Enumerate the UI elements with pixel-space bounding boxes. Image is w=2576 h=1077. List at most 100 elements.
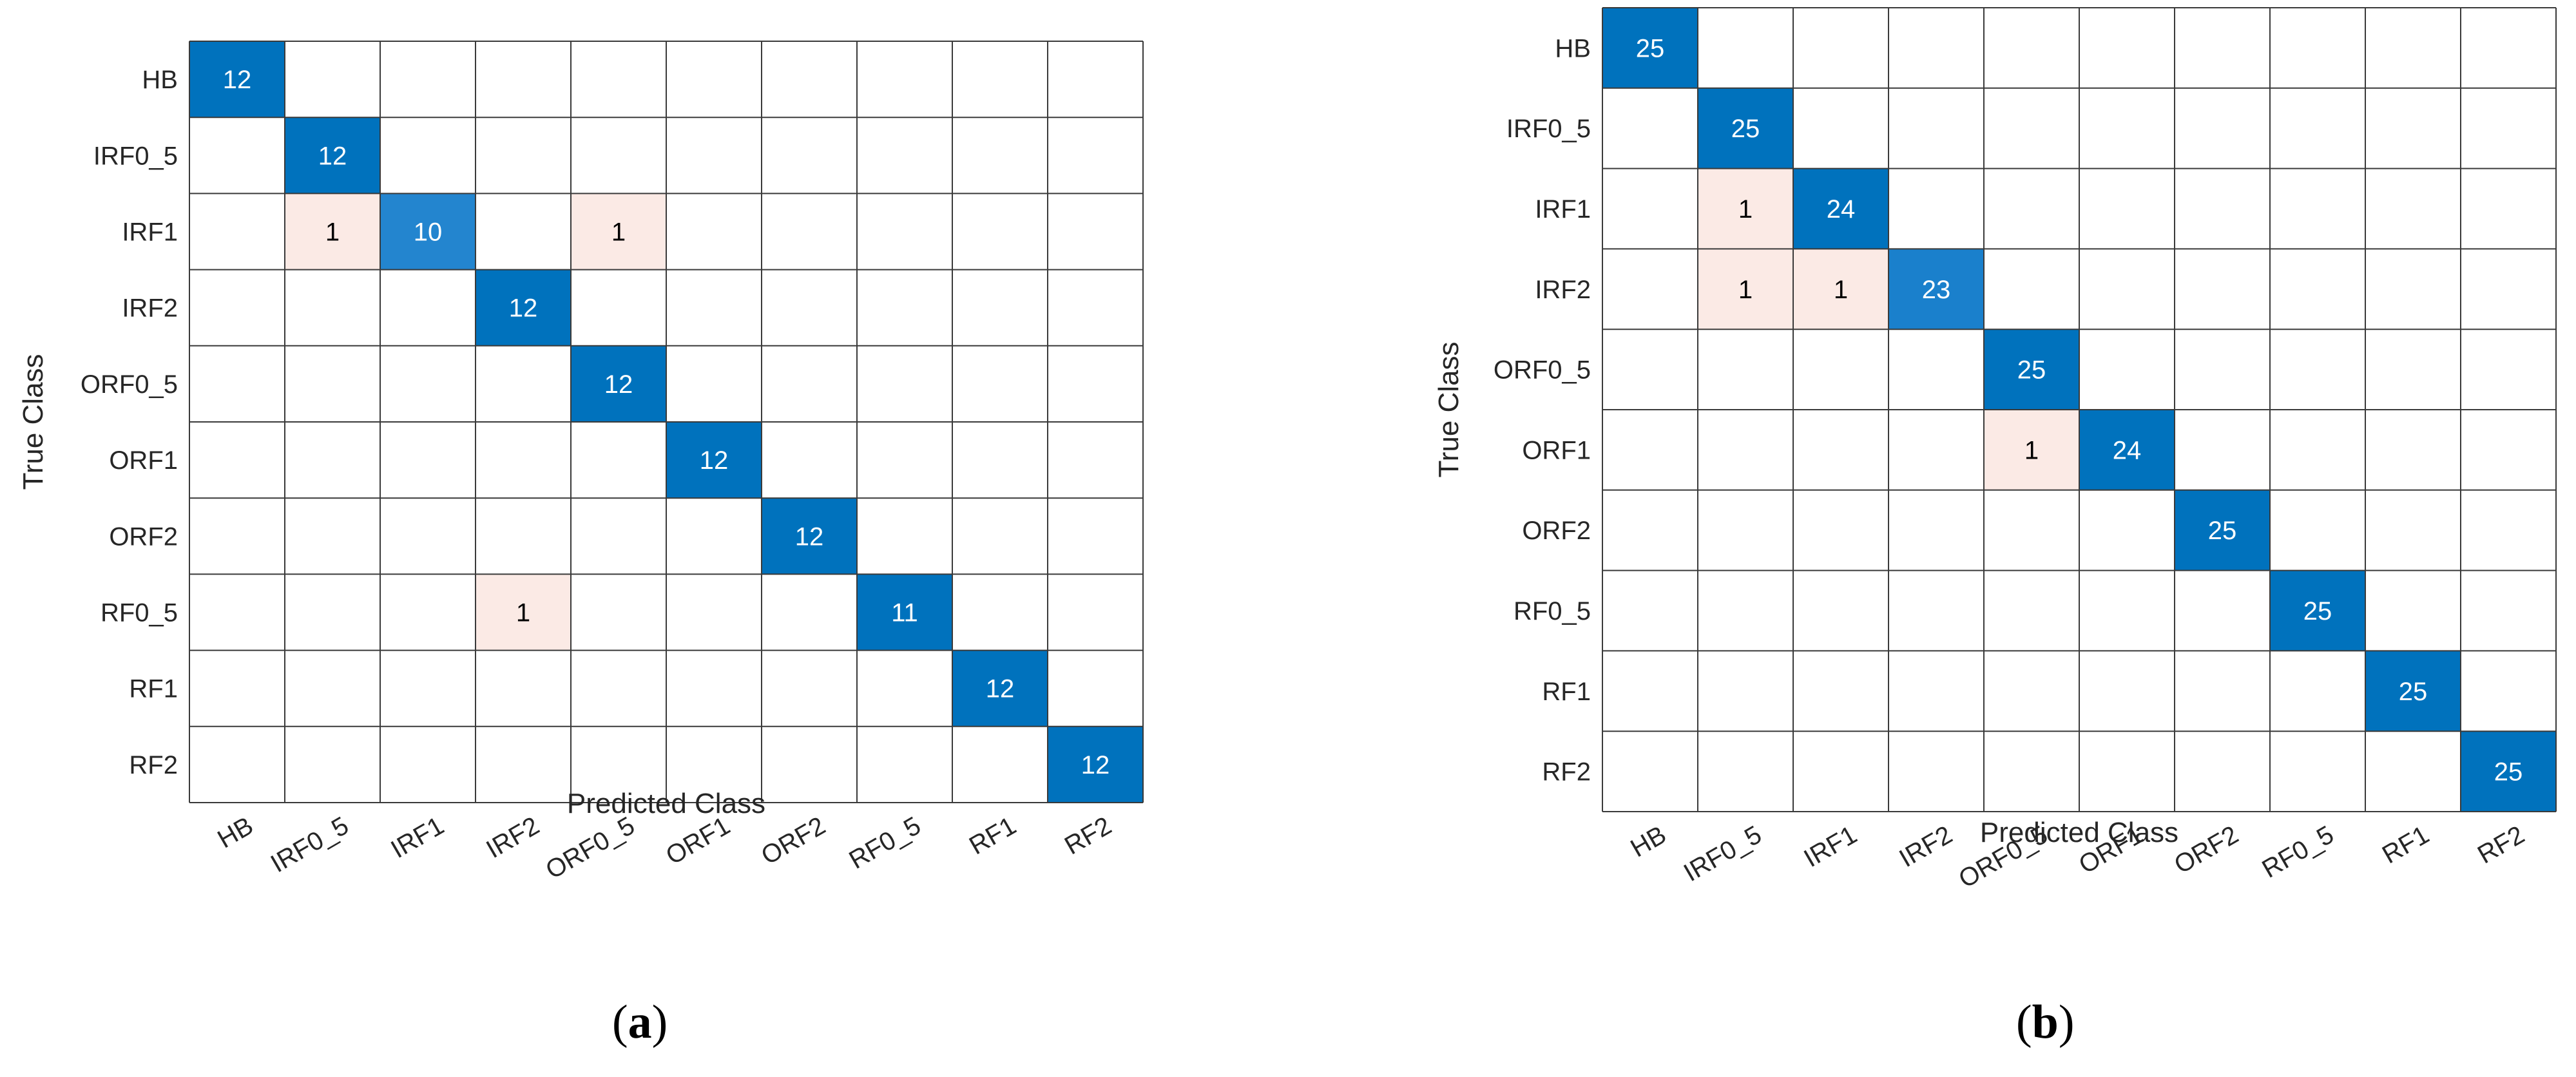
matrix-cell-value: 12 — [318, 142, 347, 170]
matrix-cell-value: 12 — [986, 675, 1015, 703]
matrix-cell-correct — [571, 345, 666, 422]
matrix-cell-value: 1 — [325, 218, 340, 247]
matrix-cell-value: 25 — [1636, 34, 1665, 62]
row-tick-label: RF1 — [1542, 678, 1591, 706]
caption-a-letter: a — [628, 996, 652, 1049]
caption-b-letter: b — [2032, 996, 2059, 1049]
column-tick-label: IRF1 — [386, 812, 448, 864]
matrix-cell-value: 12 — [795, 522, 824, 551]
column-tick-label: ORF2 — [756, 812, 830, 870]
column-tick-label: ORF0_5 — [541, 812, 640, 885]
row-tick-label: IRF1 — [122, 218, 178, 247]
matrix-cell-correct — [666, 422, 762, 499]
matrix-cell-correct — [380, 193, 476, 270]
row-tick-label: IRF2 — [1535, 276, 1591, 304]
row-tick-label: HB — [142, 66, 178, 94]
matrix-cells: 25 25 1 24 1 1 23 25 1 24 25 25 25 25 — [1602, 8, 2556, 812]
column-tick-label: IRF0_5 — [266, 812, 354, 879]
matrix-cell-correct — [1793, 168, 1889, 249]
column-tick-label: RF2 — [1060, 812, 1116, 861]
column-tick-label: RF0_5 — [2258, 821, 2339, 884]
row-tick-label: IRF2 — [122, 294, 178, 323]
matrix-cell-value: 25 — [2208, 517, 2237, 545]
matrix-cell-value: 12 — [700, 446, 729, 475]
column-tick-label: HB — [213, 812, 258, 854]
matrix-cell-correct — [2079, 410, 2175, 490]
matrix-cell-value: 24 — [1827, 195, 1856, 224]
confusion-matrix-panel-b: 25 25 1 24 1 1 23 25 1 24 25 25 25 25 HB IRF0_5 IRF1 IRF2… — [1288, 0, 2576, 1077]
matrix-cell-correct — [1048, 726, 1143, 803]
row-tick-label: IRF1 — [1535, 195, 1591, 224]
confusion-matrix-panel-a: 12 12 1 10 1 12 12 12 12 1 11 12 12 HB IRF0_5 IRF1 IRF2 O… — [17, 41, 1144, 1050]
matrix-cell-value: 1 — [2024, 436, 2039, 464]
column-tick-label: RF2 — [2473, 821, 2529, 870]
row-tick-label: RF1 — [129, 675, 178, 703]
matrix-grid — [189, 41, 1144, 803]
matrix-cell-error — [476, 574, 571, 651]
matrix-cell-correct — [762, 498, 857, 575]
matrix-cell-value: 1 — [1834, 276, 1848, 304]
y-axis-label: True Class — [1433, 341, 1465, 477]
x-axis-label: Predicted Class — [567, 788, 765, 819]
matrix-cell-value: 23 — [1922, 276, 1951, 304]
matrix-cell-value: 25 — [2399, 678, 2428, 706]
row-tick-label: ORF0_5 — [1494, 356, 1591, 385]
caption-a-open: ( — [612, 996, 628, 1049]
matrix-cell-value: 11 — [891, 599, 918, 627]
matrix-cell-correct — [285, 117, 380, 194]
column-tick-label: IRF1 — [1799, 821, 1861, 873]
matrix-cell-value: 1 — [1738, 195, 1753, 224]
matrix-cell-correct — [1602, 8, 1698, 88]
row-tick-label: RF2 — [129, 751, 178, 779]
matrix-cell-value: 1 — [516, 599, 530, 627]
matrix-cell-correct — [1984, 329, 2079, 410]
matrix-cell-value: 12 — [1081, 751, 1110, 779]
matrix-cell-value: 1 — [1738, 276, 1753, 304]
x-axis-label: Predicted Class — [1980, 817, 2178, 848]
matrix-cell-value: 1 — [611, 218, 626, 247]
row-tick-label: IRF0_5 — [1506, 115, 1591, 143]
caption-a-close: ) — [651, 996, 668, 1049]
matrix-cell-correct — [857, 574, 952, 651]
matrix-cell-value: 25 — [2494, 758, 2523, 786]
matrix-cell-correct — [2175, 490, 2270, 571]
matrix-cell-error — [285, 193, 380, 270]
row-tick-label: RF0_5 — [1514, 597, 1591, 625]
matrix-cell-error — [1984, 410, 2079, 490]
column-tick-label: RF0_5 — [845, 812, 926, 875]
panel-caption-b: (b) — [2016, 995, 2074, 1050]
row-tick-label: RF0_5 — [101, 599, 178, 627]
row-tick-label: RF2 — [1542, 758, 1591, 786]
row-tick-label: ORF1 — [109, 446, 178, 475]
matrix-cell-correct — [2365, 651, 2461, 732]
matrix-cell-correct — [1698, 88, 1793, 169]
matrix-cell-correct — [1889, 249, 1984, 330]
column-tick-label: HB — [1626, 821, 1671, 863]
row-tick-labels: HB IRF0_5 IRF1 IRF2 ORF0_5 ORF1 ORF2 RF0_5 RF1 RF… — [1494, 34, 1591, 786]
matrix-cell-error — [1698, 249, 1793, 330]
row-tick-label: IRF0_5 — [93, 142, 178, 170]
matrix-cell-value: 12 — [509, 294, 538, 323]
matrix-cell-value: 25 — [2017, 356, 2046, 385]
column-tick-label: IRF2 — [1894, 821, 1957, 873]
column-tick-label: ORF2 — [2169, 821, 2243, 879]
caption-b-close: ) — [2058, 996, 2075, 1049]
panel-caption-a: (a) — [612, 995, 668, 1050]
matrix-cell-correct — [476, 269, 571, 346]
matrix-cell-value: 24 — [2113, 436, 2142, 464]
row-tick-labels: HB IRF0_5 IRF1 IRF2 ORF0_5 ORF1 ORF2 RF0_5 RF1 RF… — [81, 66, 178, 779]
matrix-cell-correct — [189, 41, 285, 118]
matrix-cell-error — [1698, 168, 1793, 249]
caption-b-open: ( — [2016, 996, 2032, 1049]
matrix-cell-correct — [2461, 731, 2556, 812]
column-tick-label: RF1 — [2378, 821, 2434, 870]
row-tick-label: ORF0_5 — [81, 370, 178, 399]
matrix-grid — [1602, 7, 2557, 812]
row-tick-label: ORF2 — [1522, 517, 1591, 545]
column-tick-label: IRF2 — [481, 812, 544, 864]
matrix-cell-value: 12 — [604, 370, 633, 399]
matrix-cell-correct — [2270, 570, 2365, 651]
